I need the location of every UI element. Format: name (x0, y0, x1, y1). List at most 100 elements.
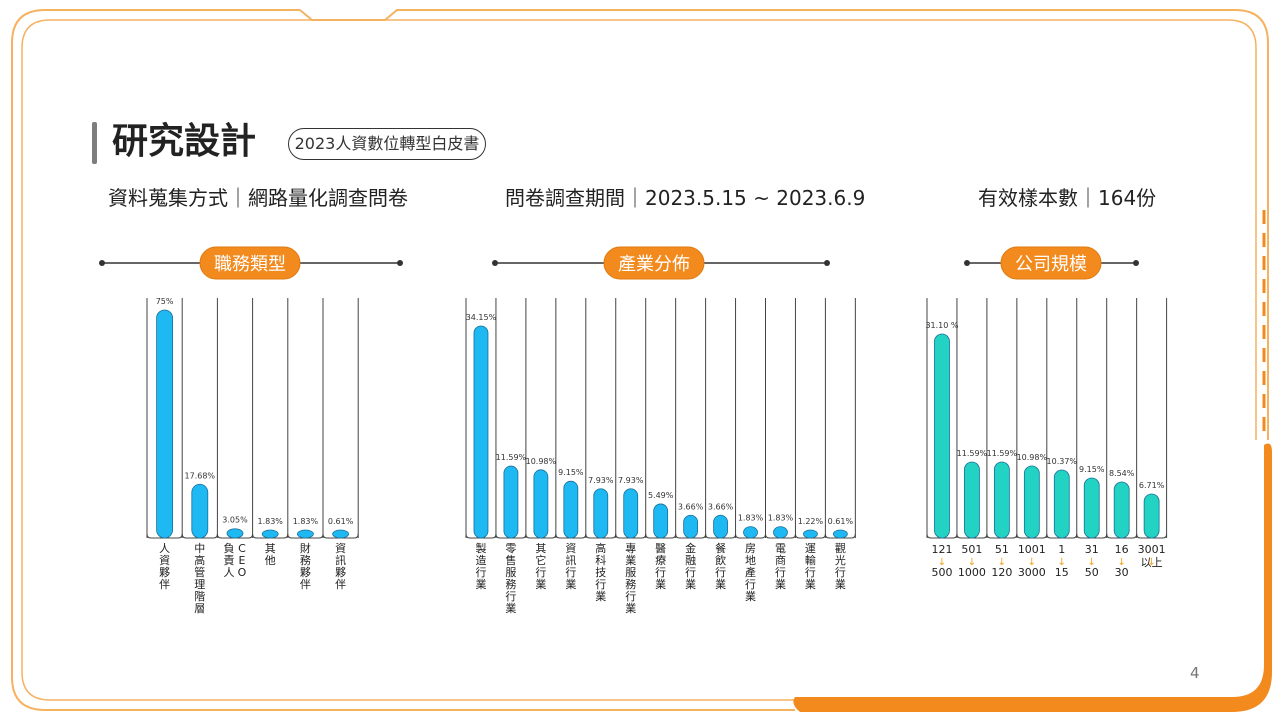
outer-frame (11, 9, 795, 711)
range-arrow-icon: ↓ (1147, 557, 1155, 568)
category-label: 房地產行 (745, 542, 756, 591)
data-label: 1.83% (738, 514, 764, 523)
data-label: 5.49% (648, 491, 674, 500)
page-number: 4 (1190, 664, 1200, 682)
category-label: 觀光行業 (835, 542, 846, 591)
category-label: 業 (745, 590, 756, 603)
chart-title: 公司規模 (1015, 254, 1087, 275)
data-label: 11.59% (957, 449, 988, 458)
bar (473, 325, 489, 539)
category-label: 醫療行業 (655, 542, 666, 591)
range-arrow-icon: ↓ (968, 557, 976, 568)
sample-text: 有效樣本數｜164份 (978, 186, 1157, 210)
outer-frame-right (299, 9, 1269, 440)
data-label: 9.15% (1079, 465, 1105, 474)
data-label: 7.93% (588, 476, 614, 485)
range-to-label: 120 (991, 566, 1012, 579)
chart-title: 職務類型 (214, 254, 286, 275)
data-label: 11.59% (496, 453, 527, 462)
category-label: 運輸行業 (805, 542, 816, 591)
data-label: 8.54% (1109, 469, 1135, 478)
chart-title-pill (603, 246, 705, 280)
data-label: 9.15% (558, 468, 584, 477)
data-label: 1.83% (768, 514, 794, 523)
category-label: 電商行業 (775, 542, 786, 591)
bar (993, 461, 1010, 539)
range-from-label: 501 (961, 543, 982, 556)
inner-frame-right (385, 19, 1257, 440)
data-label: 1.22% (798, 517, 824, 526)
range-arrow-icon: ↓ (1088, 557, 1096, 568)
category-label: 其他 (265, 542, 276, 567)
range-from-label: 16 (1115, 543, 1129, 556)
category-label: 人資夥伴 (159, 542, 170, 591)
range-arrow-icon: ↓ (998, 557, 1006, 568)
title-rule-dot-right (824, 260, 830, 266)
range-arrow-icon: ↓ (938, 557, 946, 568)
data-label: 10.98% (526, 457, 557, 466)
method-text: 資料蒐集方式｜網路量化調查問卷 (108, 186, 408, 210)
category-label: 餐飲行業 (715, 541, 726, 591)
inner-frame (21, 19, 795, 701)
bar (191, 483, 209, 539)
bar (713, 514, 728, 539)
data-label: 6.71% (1139, 481, 1165, 490)
data-label: 34.15% (466, 313, 497, 322)
page-title: 研究設計 (112, 121, 257, 162)
category-label: 資訊行業 (565, 542, 576, 591)
bar (296, 529, 314, 539)
bar (332, 529, 350, 539)
bar (1083, 477, 1100, 539)
period-text: 問卷調查期間｜2023.5.15 ~ 2023.6.9 (505, 186, 866, 210)
range-to-label: 50 (1085, 566, 1099, 579)
title-accent-bar (92, 122, 97, 164)
title-rule-dot-left (99, 260, 105, 266)
bar (832, 529, 848, 539)
range-arrow-icon: ↓ (1028, 557, 1036, 568)
bar (1023, 465, 1040, 539)
category-label: 專業服務 (625, 542, 636, 591)
bar (773, 526, 788, 539)
data-label: 11.59% (987, 449, 1018, 458)
bar (156, 309, 174, 539)
range-from-label: 121 (931, 543, 952, 556)
chart-title-pill (1000, 246, 1102, 280)
bar (623, 488, 639, 539)
data-label: 31.10 % (925, 321, 958, 330)
data-label: 7.93% (618, 476, 644, 485)
range-from-label: 31 (1085, 543, 1099, 556)
range-arrow-icon: ↓ (1117, 557, 1125, 568)
bar (964, 461, 980, 539)
bar (683, 514, 699, 539)
bar (1113, 481, 1130, 539)
category-label: 製造行業 (475, 541, 486, 591)
data-label: 75% (156, 297, 174, 306)
bar (503, 465, 519, 539)
bar (563, 480, 579, 539)
data-label: 10.37% (1047, 457, 1078, 466)
category-label: 階層 (194, 589, 205, 615)
title-rule-dot-left (964, 260, 970, 266)
category-label: 行業 (625, 590, 636, 615)
title-rule-dot-left (492, 260, 498, 266)
data-label: 0.61% (828, 517, 854, 526)
bar (1053, 469, 1070, 539)
category-label: 高科技行 (595, 541, 606, 591)
bar (653, 503, 669, 539)
category-label: 行業 (505, 590, 516, 615)
data-label: 17.68% (185, 471, 216, 480)
data-label: 3.05% (222, 516, 248, 525)
range-to-label: 30 (1115, 566, 1129, 579)
category-label: 負責人 (224, 542, 235, 579)
range-to-label: 500 (931, 566, 952, 579)
category-label: 業 (595, 590, 606, 603)
range-to-label: 1000 (958, 566, 986, 579)
category-label: 中高管理 (194, 542, 205, 591)
data-label: 0.61% (328, 517, 354, 526)
category-label: 金融行業 (685, 541, 696, 591)
range-to-label: 3000 (1018, 566, 1046, 579)
bar (934, 333, 950, 539)
